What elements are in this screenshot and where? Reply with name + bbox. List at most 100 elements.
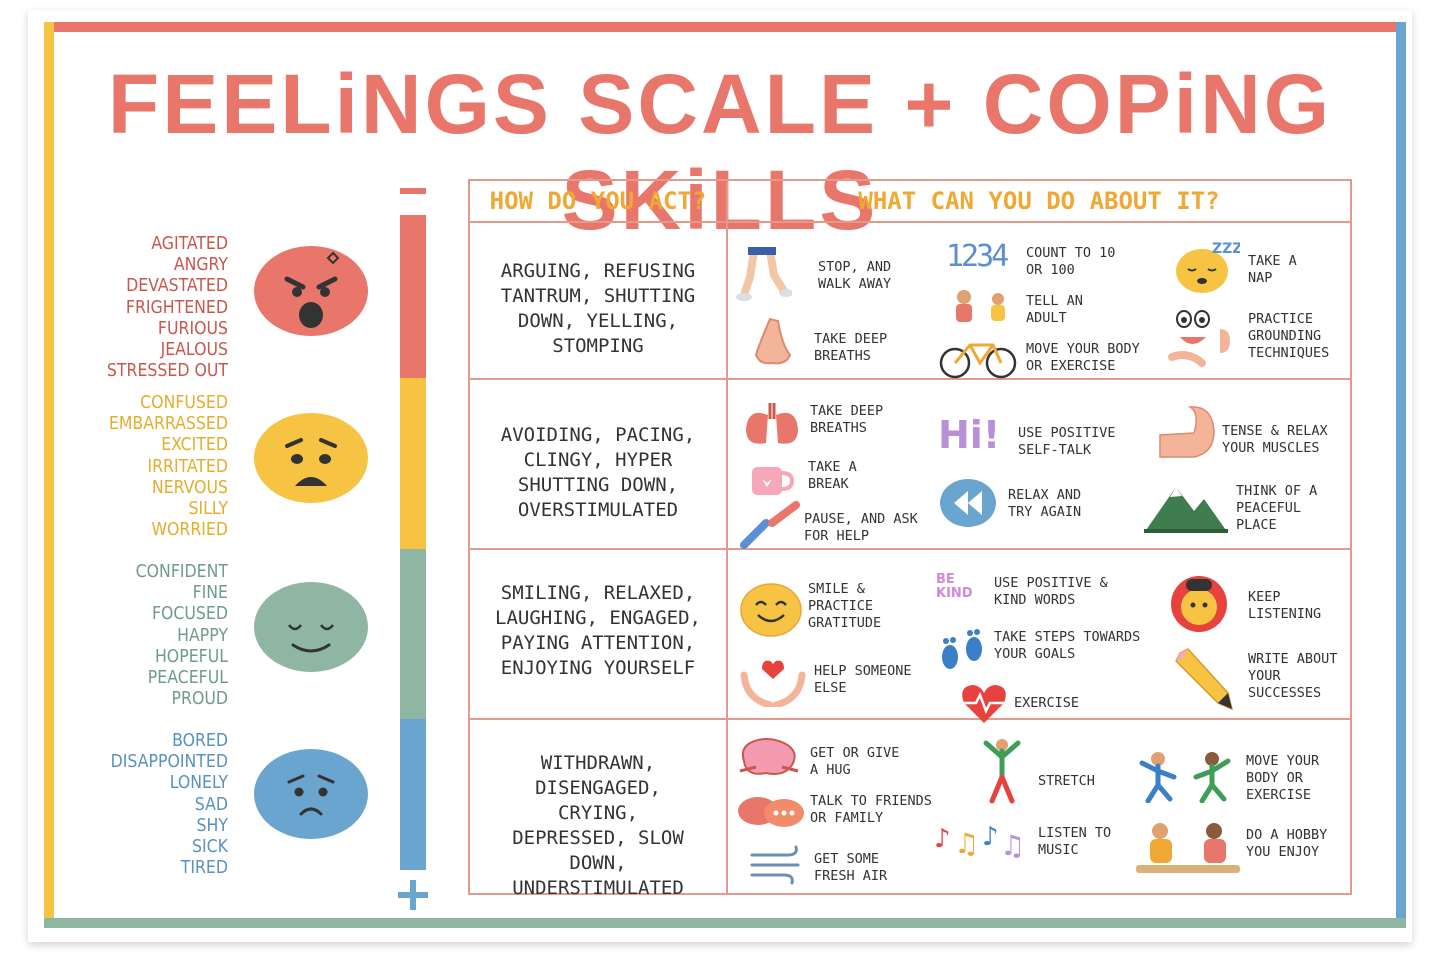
feeling-word: FINE: [192, 583, 228, 604]
flexed-arm-icon: [1159, 406, 1215, 458]
kids-hobby-icon: [1136, 823, 1240, 873]
feelings-group-red: AGITATED ANGRY DEVASTATED FRIGHTENED FUR…: [88, 234, 228, 382]
header-how-do-you-act: HOW DO YOU ACT?: [489, 187, 707, 215]
bicycle-icon: [939, 343, 1017, 379]
poster-title: FEELiNGS SCALE + COPiNG SKiLLS: [107, 57, 1333, 247]
feeling-word: STRESSED OUT: [106, 361, 228, 382]
row-divider: [470, 221, 1350, 223]
smiling-face-icon: [740, 583, 802, 637]
walking-legs-icon: [736, 247, 792, 301]
feeling-word: FOCUSED: [151, 604, 228, 625]
feeling-word: WORRIED: [151, 520, 228, 541]
skill-positive-self-talk: USE POSITIVE SELF-TALK: [1018, 425, 1116, 458]
svg-text:♪: ♪: [934, 824, 951, 854]
header-what-can-you-do: WHAT CAN YOU DO ABOUT IT?: [858, 187, 1220, 215]
skill-take-deep-breaths-2: TAKE DEEP BREATHS: [810, 403, 884, 436]
skill-think-peaceful-place: THINK OF A PEACEFUL PLACE: [1236, 483, 1318, 533]
be-kind-icon: BE KIND: [936, 572, 973, 601]
skill-take-a-nap: TAKE A NAP: [1248, 253, 1297, 286]
feeling-word: PEACEFUL: [147, 668, 228, 689]
feeling-word: HAPPY: [177, 625, 228, 646]
left-border: [44, 22, 54, 928]
helping-hands-icon: [740, 501, 800, 549]
act-cell-yellow: AVOIDING, PACING, CLINGY, HYPER SHUTTING…: [500, 424, 696, 521]
skill-help-someone-else: HELP SOMEONE ELSE: [814, 663, 912, 696]
scale-minus-icon: [400, 188, 426, 194]
calm-face-icon: [254, 582, 368, 672]
svg-text:♫: ♫: [954, 827, 979, 860]
numbers-icon: 1234: [946, 239, 1009, 274]
footprints-icon: [942, 629, 982, 669]
skill-fresh-air: GET SOME FRESH AIR: [814, 851, 888, 884]
stretching-kid-icon: [983, 739, 1021, 804]
skill-count-to-10: COUNT TO 10 OR 100: [1026, 245, 1116, 278]
skill-write-successes: WRITE ABOUT YOUR SUCCESSES: [1248, 651, 1338, 701]
row-divider: [470, 718, 1350, 720]
feeling-word: SAD: [194, 794, 228, 815]
mountain-icon: [1144, 487, 1228, 533]
feeling-word: SICK: [192, 837, 228, 858]
speech-bubbles-icon: [738, 797, 804, 827]
heartbeat-icon: [962, 685, 1006, 723]
sad-face-icon: [254, 749, 368, 839]
scale-segment-green: [400, 549, 426, 719]
skill-move-your-body: MOVE YOUR BODY OR EXERCISE: [1026, 341, 1140, 374]
skill-stretch: STRETCH: [1038, 773, 1095, 789]
feeling-word: HOPEFUL: [154, 646, 228, 667]
senses-grounding-icon: [1168, 310, 1230, 367]
angry-face-icon: [254, 246, 368, 336]
skill-steps-towards-goals: TAKE STEPS TOWARDS YOUR GOALS: [994, 629, 1141, 662]
feeling-word: SHY: [196, 815, 228, 836]
skill-keep-listening: KEEP LISTENING: [1248, 589, 1322, 622]
hi-icon: Hi!: [938, 413, 1001, 457]
feeling-word: ANGRY: [173, 255, 228, 276]
feeling-word: CONFUSED: [140, 393, 228, 413]
feeling-word: AGITATED: [151, 234, 228, 254]
right-border: [1396, 22, 1406, 928]
feeling-word: FRIGHTENED: [125, 297, 228, 318]
feeling-word: EXCITED: [161, 435, 228, 456]
rewind-icon: [940, 479, 996, 527]
feelings-group-blue: BORED DISAPPOINTED LONELY SAD SHY SICK T…: [88, 731, 228, 879]
top-border: [44, 22, 1406, 32]
music-notes-icon: ♪ ♫ ♪ ♫: [934, 822, 1025, 862]
bottom-border: [44, 918, 1406, 928]
poster: FEELiNGS SCALE + COPiNG SKiLLS AGITATED …: [28, 10, 1412, 942]
feeling-word: PROUD: [171, 689, 228, 710]
listening-child-icon: [1171, 576, 1227, 632]
skill-exercise: EXERCISE: [1014, 695, 1080, 711]
svg-text:♪: ♪: [982, 822, 999, 852]
skill-tell-an-adult: TELL AN ADULT: [1026, 293, 1083, 326]
feeling-word: BORED: [172, 731, 228, 751]
skill-stop-walk-away: STOP, AND WALK AWAY: [818, 259, 892, 292]
row-divider: [470, 548, 1350, 550]
nap-zzz-text: ZZZ: [1212, 241, 1240, 257]
adult-and-child-icon: [956, 290, 1005, 322]
skill-tense-relax-muscles: TENSE & RELAX YOUR MUSCLES: [1222, 423, 1328, 456]
feeling-word: CONFIDENT: [135, 562, 228, 582]
feeling-word: DEVASTATED: [126, 276, 228, 297]
feeling-word: EMBARRASSED: [108, 414, 228, 435]
feeling-word: DISAPPOINTED: [110, 752, 228, 773]
lungs-icon: [746, 403, 798, 444]
skill-practice-grounding: PRACTICE GROUNDING TECHNIQUES: [1248, 311, 1330, 361]
coping-table: HOW DO YOU ACT? WHAT CAN YOU DO ABOUT IT…: [468, 179, 1352, 899]
exercising-kids-icon: [1139, 752, 1231, 803]
skill-listen-to-music: LISTEN TO MUSIC: [1038, 825, 1112, 858]
skill-take-a-break: TAKE A BREAK: [808, 459, 857, 492]
skill-get-give-hug: GET OR GIVE A HUG: [810, 745, 900, 778]
act-cell-red: ARGUING, REFUSING TANTRUM, SHUTTING DOWN…: [500, 260, 696, 357]
column-divider: [726, 181, 728, 893]
feeling-word: LONELY: [169, 773, 228, 794]
worried-face-icon: [254, 413, 368, 503]
scale-segment-red: [400, 215, 426, 378]
feelings-group-green: CONFIDENT FINE FOCUSED HAPPY HOPEFUL PEA…: [88, 562, 228, 710]
skill-move-body-exercise-2: MOVE YOUR BODY OR EXERCISE: [1246, 753, 1320, 803]
scale-segment-blue: [400, 719, 426, 870]
act-cell-blue: WITHDRAWN, DISENGAGED, CRYING, DEPRESSED…: [512, 752, 684, 899]
scale-plus-icon: [396, 878, 430, 912]
skill-take-deep-breaths: TAKE DEEP BREATHS: [814, 331, 888, 364]
feeling-word: SILLY: [188, 499, 228, 520]
skill-smile-gratitude: SMILE & PRACTICE GRATITUDE: [808, 581, 882, 631]
scale-segment-yellow: [400, 378, 426, 549]
